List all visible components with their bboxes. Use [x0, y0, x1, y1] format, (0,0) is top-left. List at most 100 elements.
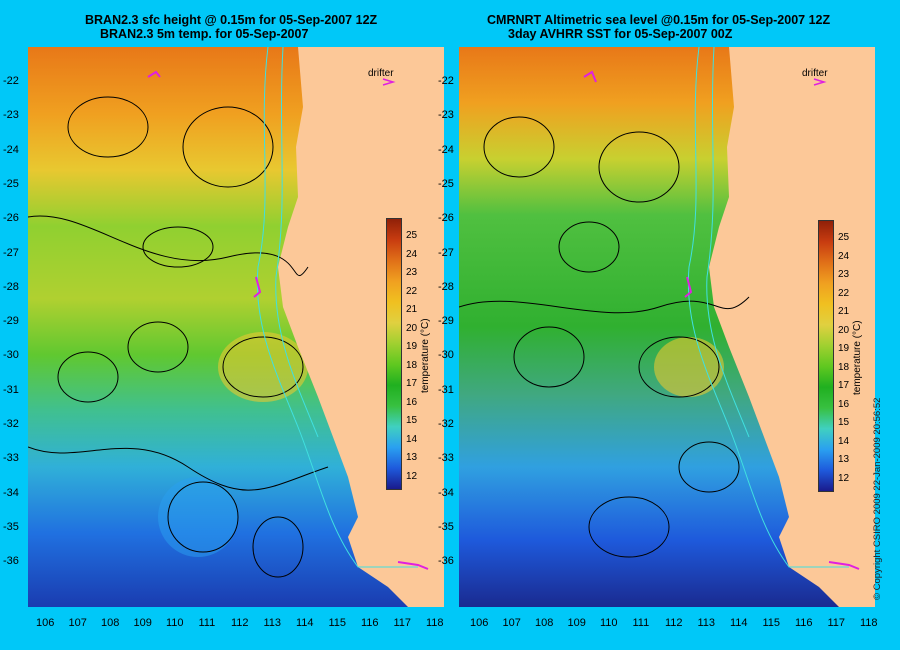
colorbar-tick-label: 25 — [406, 230, 418, 241]
left-land — [278, 47, 444, 607]
right-drifter-track — [583, 70, 597, 83]
lat-tick-label: -22 — [3, 75, 19, 87]
lat-tick-label: -36 — [3, 555, 19, 568]
left-isobaths — [256, 47, 418, 568]
colorbar-tick-label: 22 — [406, 285, 418, 297]
colorbar-tick-label: 20 — [838, 324, 850, 336]
right-drifter-legend-arrow — [813, 78, 827, 86]
lat-tick-label: -34 — [438, 486, 454, 499]
lat-tick-label: -30 — [438, 349, 454, 362]
lat-tick-label: -27 — [3, 246, 19, 259]
right-title-line1: CMRNRT Altimetric sea level @0.15m for 0… — [487, 13, 831, 27]
lon-tick-label: 109 — [133, 617, 152, 629]
colorbar-tick-label: 18 — [838, 361, 850, 373]
lon-tick-label: 108 — [535, 617, 554, 629]
right-drifter-track — [828, 561, 860, 570]
lat-tick-label: -35 — [438, 520, 454, 533]
colorbar-tick-label: 22 — [838, 287, 850, 299]
right-title-line2: 3day AVHRR SST for 05-Sep-2007 00Z — [508, 27, 733, 41]
lat-tick-label: -34 — [3, 486, 19, 499]
lat-tick-label: -32 — [3, 418, 19, 430]
lat-tick-label: -24 — [438, 143, 454, 156]
lat-tick-label: -32 — [438, 418, 454, 430]
lat-tick-label: -35 — [3, 520, 19, 533]
lon-tick-label: 106 — [36, 617, 55, 629]
colorbar-tick-label: 15 — [838, 417, 850, 428]
colorbar-title: temperature (°C) — [420, 318, 431, 393]
right-warm-eddy — [654, 337, 724, 397]
right-drifter-track — [684, 276, 693, 298]
lat-tick-label: -31 — [438, 383, 454, 396]
colorbar-tick-label: 23 — [838, 269, 850, 280]
left-cool-eddy — [158, 477, 238, 557]
colorbar-tick-label: 21 — [406, 304, 418, 315]
lon-tick-label: 113 — [697, 617, 716, 629]
colorbar-tick-label: 17 — [838, 380, 850, 391]
lon-tick-label: 118 — [860, 617, 878, 629]
left-drifter-legend-arrow — [382, 78, 396, 86]
lat-tick-label: -33 — [438, 452, 454, 465]
colorbar-tick-label: 19 — [838, 343, 850, 354]
right-isobaths — [687, 47, 849, 568]
colorbar-tick-label: 12 — [838, 472, 850, 484]
left-drifter-track — [397, 561, 429, 570]
right-drifter-label: drifter — [802, 68, 828, 79]
lat-tick-label: -29 — [3, 315, 19, 328]
lat-tick-label: -33 — [3, 452, 19, 465]
colorbar-tick-label: 24 — [406, 248, 418, 260]
colorbar-tick-label: 23 — [406, 267, 418, 278]
lon-tick-label: 114 — [296, 617, 314, 629]
lat-tick-label: -23 — [438, 109, 454, 122]
left-ssh-contours — [28, 96, 329, 578]
colorbar-tick-label: 18 — [406, 359, 418, 371]
colorbar-tick-label: 25 — [838, 232, 850, 243]
left-map-panel — [28, 47, 444, 607]
colorbar-gradient — [818, 220, 834, 492]
left-warm-eddy — [218, 332, 308, 402]
lon-tick-label: 111 — [632, 617, 650, 629]
lon-tick-label: 113 — [263, 617, 282, 629]
lon-tick-label: 108 — [101, 617, 120, 629]
left-title-line1: BRAN2.3 sfc height @ 0.15m for 05-Sep-20… — [85, 13, 378, 27]
colorbar-tick-label: 14 — [838, 435, 850, 447]
colorbar-tick-label: 24 — [838, 250, 850, 262]
lon-tick-label: 116 — [795, 617, 813, 629]
colorbar-title: temperature (°C) — [852, 320, 863, 395]
left-colorbar: 25 24 23 22 21 20 19 18 17 16 15 14 13 12 temperature … — [386, 218, 446, 493]
lat-tick-label: -36 — [438, 555, 454, 568]
colorbar-tick-label: 16 — [406, 396, 418, 408]
lat-tick-label: -23 — [3, 109, 19, 122]
lat-tick-label: -27 — [438, 246, 454, 259]
left-map — [28, 47, 444, 607]
lat-tick-label: -28 — [438, 280, 454, 293]
right-map-panel — [459, 47, 875, 607]
lat-tick-label: -25 — [3, 177, 19, 190]
lon-tick-label: 107 — [502, 617, 521, 629]
colorbar-tick-label: 17 — [406, 378, 418, 389]
copyright-label: © Copyright CSIRO 2009 22-Jan-2009 20:56… — [872, 397, 883, 600]
lon-tick-label: 109 — [567, 617, 586, 629]
colorbar-tick-label: 12 — [406, 470, 418, 482]
lon-tick-label: 110 — [166, 617, 184, 629]
lon-tick-label: 114 — [730, 617, 748, 629]
lat-tick-label: -25 — [438, 177, 454, 190]
right-ssh-contours — [459, 116, 750, 558]
lon-tick-label: 116 — [361, 617, 379, 629]
lon-tick-label: 117 — [393, 617, 412, 629]
colorbar-tick-label: 13 — [406, 452, 418, 463]
lon-tick-label: 118 — [426, 617, 444, 629]
lon-tick-label: 107 — [68, 617, 87, 629]
lat-tick-label: -29 — [438, 315, 454, 328]
colorbar-gradient — [386, 218, 402, 490]
lat-tick-label: -30 — [3, 349, 19, 362]
lon-tick-label: 115 — [328, 617, 347, 629]
lat-tick-label: -22 — [438, 75, 454, 87]
lon-tick-label: 106 — [470, 617, 489, 629]
lon-tick-label: 112 — [231, 617, 249, 629]
colorbar-tick-label: 16 — [838, 398, 850, 410]
lat-tick-label: -31 — [3, 383, 19, 396]
lat-tick-label: -28 — [3, 280, 19, 293]
lat-tick-label: -26 — [438, 212, 454, 225]
left-drifter-track — [253, 276, 262, 298]
right-map — [459, 47, 875, 607]
